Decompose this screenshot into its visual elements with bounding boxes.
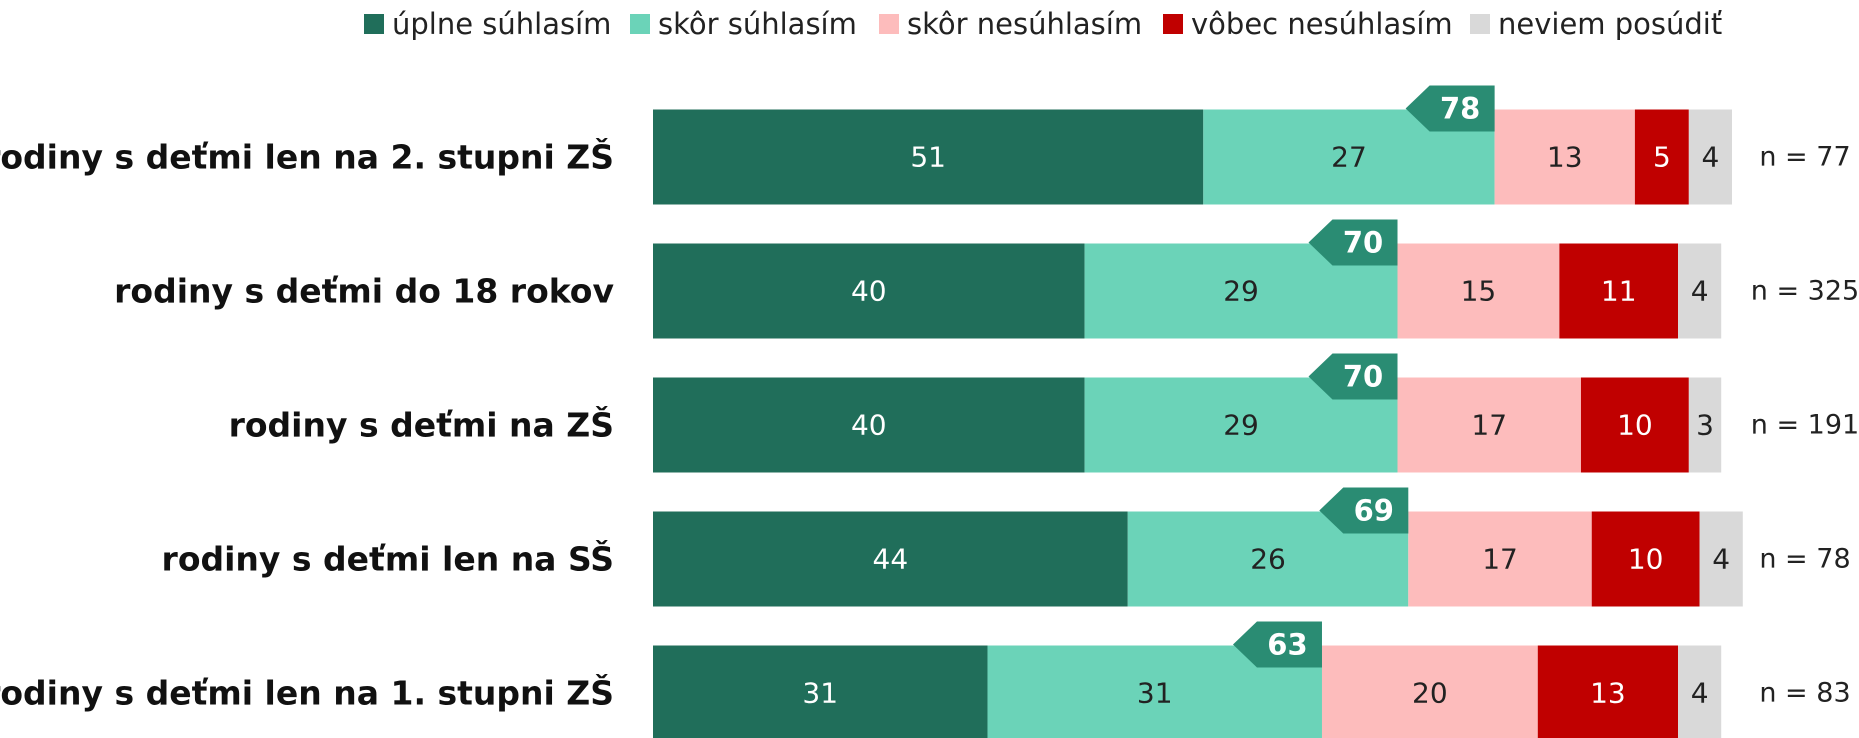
value-label: 17	[1482, 543, 1518, 576]
value-label: 40	[851, 409, 887, 442]
value-label: 3	[1696, 409, 1714, 442]
value-label: 26	[1250, 543, 1286, 576]
value-label: 17	[1471, 409, 1507, 442]
total-flag	[1308, 219, 1398, 266]
bar-segment	[653, 377, 1085, 473]
bar-segment	[1678, 243, 1722, 339]
value-label: 11	[1601, 275, 1637, 308]
value-label: 29	[1223, 409, 1259, 442]
n-label: n = 83	[1759, 678, 1850, 709]
legend-swatch	[364, 14, 384, 34]
bar-segment	[653, 511, 1128, 607]
bar-segment	[1537, 645, 1679, 738]
value-label: 20	[1412, 677, 1448, 710]
legend-swatch	[630, 14, 650, 34]
total-flag	[1308, 353, 1398, 400]
total-flag	[1232, 621, 1322, 668]
legend-swatch	[879, 14, 899, 34]
bar-segment	[653, 243, 1085, 339]
total-label: 70	[1343, 360, 1383, 394]
value-label: 40	[851, 275, 887, 308]
value-label: 4	[1691, 275, 1709, 308]
total-label: 78	[1440, 92, 1480, 126]
value-label: 44	[873, 543, 909, 576]
category-label: rodiny s deťmi len na 1. stupni ZŠ	[0, 673, 614, 713]
value-label: 4	[1702, 141, 1720, 174]
bar-segment	[653, 109, 1204, 205]
category-label: rodiny s deťmi do 18 rokov	[114, 272, 614, 311]
value-label: 27	[1331, 141, 1367, 174]
value-label: 10	[1617, 409, 1653, 442]
n-label: n = 191	[1751, 410, 1859, 441]
bar-segment	[1494, 109, 1635, 205]
category-label: rodiny s deťmi len na SŠ	[162, 539, 614, 579]
value-label: 13	[1590, 677, 1626, 710]
bar-segment	[1397, 243, 1560, 339]
legend-label: neviem posúdiť	[1498, 7, 1722, 41]
legend-label: skôr nesúhlasím	[907, 7, 1142, 41]
bar-segment	[1634, 109, 1689, 205]
bar-segment	[1678, 645, 1722, 738]
legend-label: vôbec nesúhlasím	[1191, 7, 1453, 41]
total-label: 69	[1354, 494, 1394, 528]
total-label: 70	[1343, 226, 1383, 260]
total-label: 63	[1267, 628, 1307, 662]
bar-segment	[1591, 511, 1700, 607]
bar-segment	[1559, 243, 1679, 339]
bar-segment	[1699, 511, 1743, 607]
value-label: 29	[1223, 275, 1259, 308]
value-label: 31	[1137, 677, 1173, 710]
value-label: 5	[1653, 141, 1671, 174]
bar-segment	[1688, 377, 1722, 473]
value-label: 4	[1712, 543, 1730, 576]
bar-segment	[1688, 109, 1732, 205]
bar-segment	[1408, 511, 1592, 607]
legend-swatch	[1470, 14, 1490, 34]
bar-segment	[1321, 645, 1538, 738]
bar-segment	[653, 645, 988, 738]
n-label: n = 77	[1759, 142, 1850, 173]
value-label: 13	[1547, 141, 1583, 174]
value-label: 10	[1628, 543, 1664, 576]
value-label: 15	[1461, 275, 1497, 308]
total-flag	[1319, 487, 1409, 534]
n-label: n = 325	[1751, 276, 1859, 307]
value-label: 51	[910, 141, 946, 174]
value-label: 31	[802, 677, 838, 710]
bar-segment	[1580, 377, 1689, 473]
legend-swatch	[1163, 14, 1183, 34]
n-label: n = 78	[1759, 544, 1850, 575]
legend-label: úplne súhlasím	[392, 7, 611, 41]
bar-segment	[1397, 377, 1581, 473]
category-label: rodiny s deťmi na ZŠ	[229, 405, 614, 445]
total-flag	[1405, 85, 1495, 132]
category-label: rodiny s deťmi len na 2. stupni ZŠ	[0, 137, 614, 177]
legend-label: skôr súhlasím	[658, 7, 857, 41]
value-label: 4	[1691, 677, 1709, 710]
